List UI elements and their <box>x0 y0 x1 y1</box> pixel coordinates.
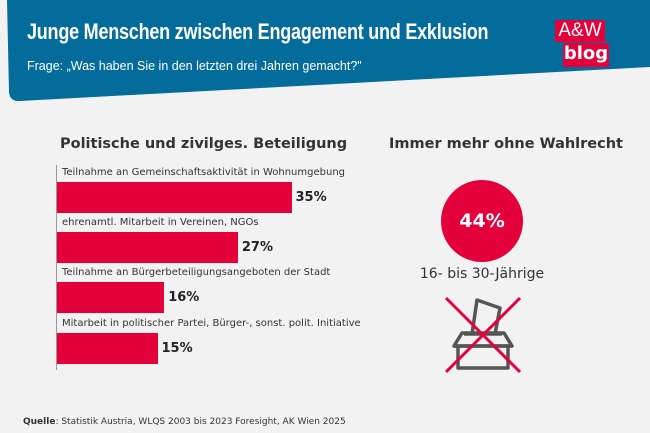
page-subtitle: Frage: „Was haben Sie in den letzten dre… <box>27 59 362 73</box>
bar-value-label: 27% <box>241 240 274 255</box>
bar-value-label: 16% <box>168 290 200 305</box>
chart-title: Politische und zivilges. Beteiligung <box>60 136 348 152</box>
logo-blog: blog <box>563 43 609 67</box>
page-title: Junge Menschen zwischen Engagement und E… <box>27 19 489 44</box>
source-text: : Statistik Austria, WLQS 2003 bis 2023 … <box>55 417 346 427</box>
source-note: Quelle: Statistik Austria, WLQS 2003 bis… <box>23 417 346 427</box>
bar <box>57 282 165 313</box>
bar-value-label: 35% <box>295 190 327 205</box>
bar-label: Mitarbeit in politischer Partei, Bürger-… <box>62 318 361 329</box>
bar-value-label: 15% <box>161 341 193 356</box>
bar <box>57 232 238 263</box>
bar <box>57 333 158 364</box>
header-banner <box>7 0 650 102</box>
bar-label: Teilnahme an Gemeinschaftsaktivität in W… <box>62 167 346 178</box>
bar-label: ehrenamtl. Mitarbeit in Vereinen, NGOs <box>62 217 259 228</box>
logo-aw: A&W <box>555 20 605 42</box>
chart-axis <box>56 165 57 370</box>
bar <box>57 182 292 213</box>
bar-label: Teilnahme an Bürgerbeteiligungsangeboten… <box>62 267 331 278</box>
crossed-out-ballot-box-icon <box>444 296 522 374</box>
percentage-circle: 44% <box>441 180 523 262</box>
source-label: Quelle <box>23 417 56 427</box>
right-panel-title: Immer mehr ohne Wahlrecht <box>389 136 623 152</box>
age-caption: 16- bis 30-Jährige <box>419 266 545 282</box>
